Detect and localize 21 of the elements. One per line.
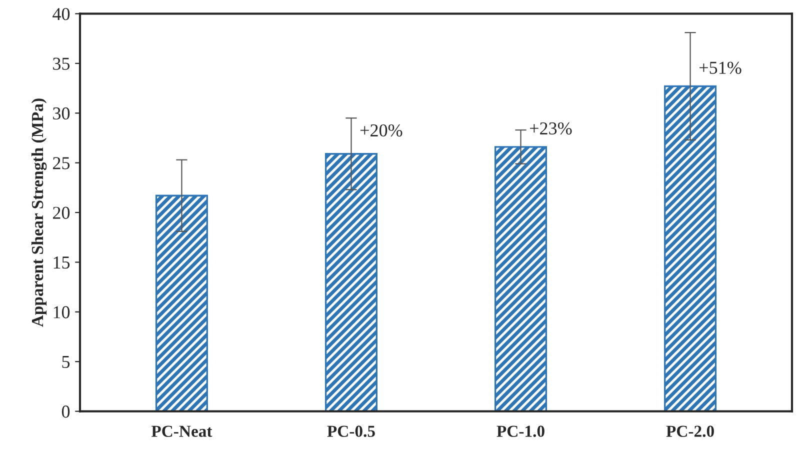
annotation: +20%	[360, 124, 402, 137]
annotation: +23%	[530, 122, 572, 135]
bar	[324, 153, 378, 412]
y-tick-label: 10	[54, 306, 70, 318]
x-tick-label: PC-Neat	[151, 426, 212, 437]
annotation: +51%	[700, 62, 742, 74]
y-tick-label: 35	[53, 58, 70, 70]
y-axis-title: Apparent Shear Strength (MPa)	[31, 98, 47, 327]
bar	[494, 146, 548, 412]
bar	[664, 85, 717, 412]
x-tick-label: PC-2.0	[666, 426, 714, 437]
y-tick-label: 15	[54, 256, 70, 269]
y-tick-label: 0	[62, 406, 70, 418]
y-tick-label: 40	[52, 8, 70, 20]
y-tick-label: 20	[53, 206, 70, 219]
y-tick-label: 30	[53, 107, 70, 120]
x-tick-label: PC-0.5	[327, 426, 375, 437]
x-tick-label: PC-1.0	[496, 426, 544, 437]
y-tick-label: 5	[62, 356, 70, 368]
bar	[155, 194, 208, 412]
y-tick-label: 25	[53, 157, 70, 170]
